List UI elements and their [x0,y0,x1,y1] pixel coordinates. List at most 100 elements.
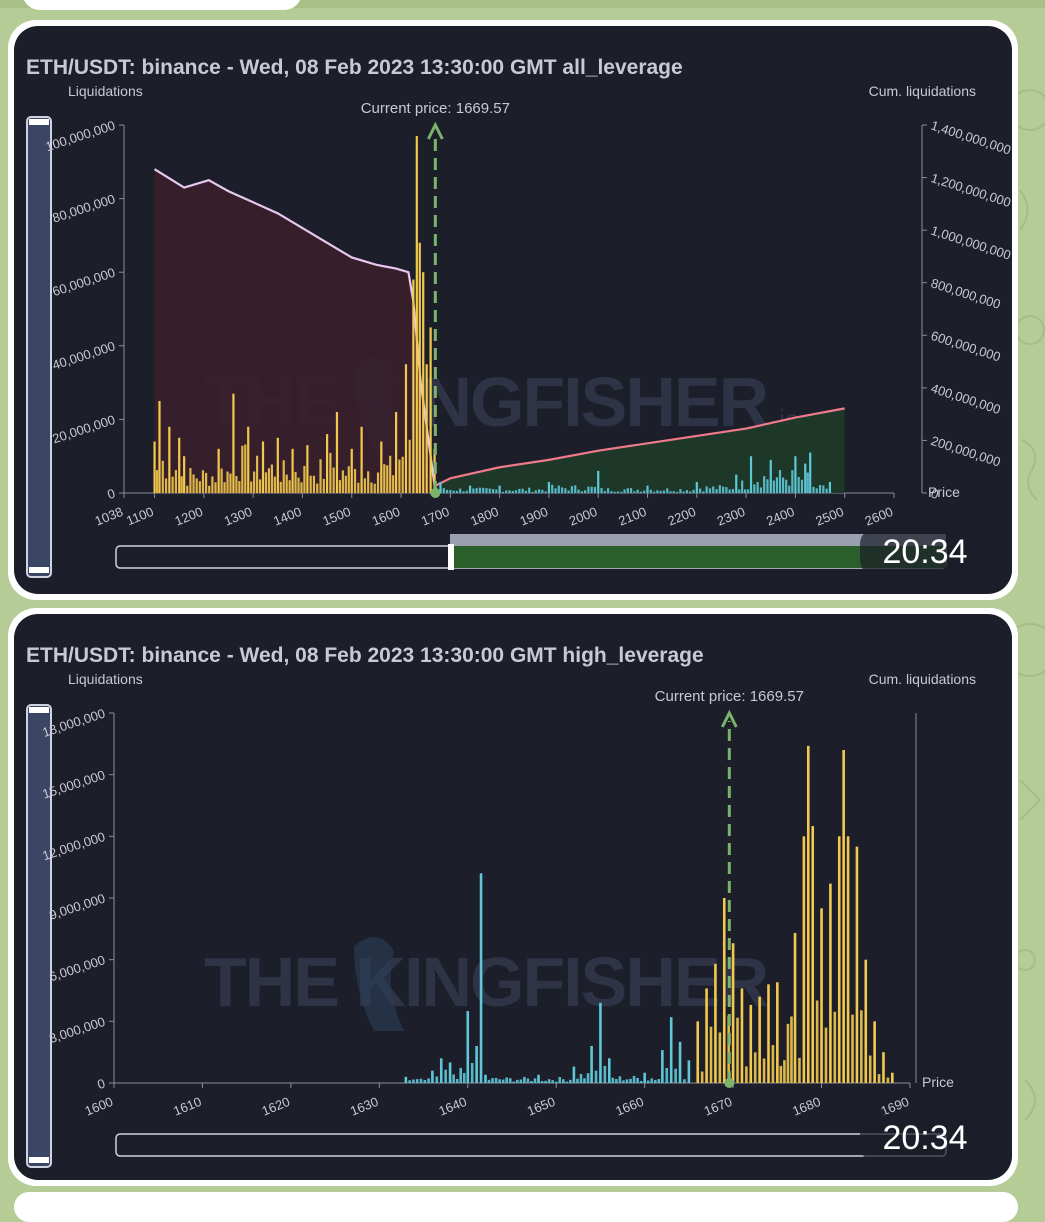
liquidation-bar [583,490,587,493]
liquidation-bar [702,491,705,493]
liquidation-bar [357,482,360,493]
liquidation-bar [505,1077,508,1083]
liquidation-bar [253,471,256,493]
liquidation-bar [842,750,845,1083]
liquidation-bar [618,1076,622,1083]
liquidation-bar [599,1002,602,1083]
liquidation-bar [294,471,297,493]
liquidation-bar [319,459,322,493]
liquidation-bar [455,490,459,493]
liquidation-bar [255,455,259,493]
liquidation-bar [498,1079,501,1083]
liquidation-bar [616,491,620,493]
liquidation-bar [174,470,178,493]
liquidation-bar [650,1078,654,1083]
liquidation-bar [551,484,554,493]
liquidation-bar [229,473,232,493]
liquidation-bar [220,468,223,493]
liquidation-bar [790,1016,793,1083]
liquidation-bar [392,475,395,493]
liquidation-bar [815,488,818,493]
x-tick-label: 1650 [525,1094,557,1119]
liquidation-bar [625,1079,629,1083]
liquidation-bar [652,491,656,493]
liquidation-bar [439,481,442,493]
liquidation-bar [322,478,325,493]
liquidation-bar [211,476,214,493]
liquidation-bar [745,1066,748,1083]
liquidation-bar [590,1046,593,1083]
liquidation-bar [508,1078,512,1083]
liquidation-bar [544,1080,547,1083]
liquidation-bar [487,1079,491,1083]
liquidation-bar [597,470,600,493]
liquidation-bar [491,489,495,493]
scroll-handle-bottom [29,567,49,573]
previous-message-bubble [22,0,302,10]
liquidation-bar [401,456,404,493]
liquidation-bar [544,491,547,493]
liquidation-bar [891,1072,894,1083]
liquidation-bar [530,1081,533,1083]
liquidation-bar [771,1045,775,1083]
liquidation-bar [168,426,171,493]
message-image-all-leverage[interactable]: ETH/USDT: binance - Wed, 08 Feb 2023 13:… [8,20,1018,600]
range-left-handle [448,544,454,570]
liquidation-bar [526,1078,530,1083]
liquidation-bar [643,1072,646,1083]
liquidation-bar [580,491,583,493]
liquidation-bar [335,412,339,493]
liquidation-bar [422,272,425,493]
message-time: 20:34 [860,1114,990,1162]
liquidation-bar [444,1069,447,1083]
liquidation-bar [519,1079,523,1083]
liquidation-bar [533,1078,537,1083]
liquidation-bar [886,1077,890,1083]
liquidation-bar [171,476,174,493]
y-tick-label: 100,000,000 [44,118,117,155]
liquidation-bar [214,482,217,493]
liquidation-bar [408,439,411,493]
y-tick-label: 9,000,000 [47,891,107,923]
liquidation-bar [161,460,164,493]
current-price-arrow [720,709,738,728]
liquidation-bar [714,963,717,1083]
liquidation-bar [639,1080,643,1083]
liquidation-bar [376,472,380,493]
liquidation-bar [258,479,262,493]
liquidation-bar [661,1050,664,1083]
liquidation-bar [282,460,285,493]
liquidation-bar [620,491,623,493]
liquidation-bar [622,1080,625,1083]
liquidation-bar [672,491,675,493]
liquidation-bar [776,982,779,1083]
liquidation-bar [646,485,649,493]
liquidation-bar [791,470,794,493]
liquidation-bar [558,1077,562,1083]
x-axis-label: Price [922,1074,954,1090]
liquidation-bar [475,1046,478,1083]
liquidation-bar [705,988,708,1083]
liquidation-bar [153,441,156,493]
liquidation-bar [567,490,570,493]
liquidation-bar [518,488,521,493]
liquidation-bar [767,984,770,1083]
liquidation-bar [678,1041,682,1083]
liquidation-bar [666,488,669,493]
liquidation-bar [241,445,244,493]
liquidation-bar [155,470,159,493]
liquidation-bar [398,459,401,493]
liquidation-bar [523,1076,526,1083]
message-image-high-leverage[interactable]: ETH/USDT: binance - Wed, 08 Feb 2023 13:… [8,608,1018,1186]
liquidation-bar [633,491,636,493]
liquidation-bar [373,483,376,493]
liquidation-bar [452,490,455,493]
x-tick-label: 1600 [83,1094,115,1119]
liquidation-bar [250,481,253,493]
liquidation-bar [164,478,168,493]
liquidation-bar [610,491,613,493]
liquidation-bar [217,448,220,493]
liquidation-bar [344,475,347,493]
liquidation-bar [722,898,726,1083]
y-tick-label: 80,000,000 [50,191,117,225]
